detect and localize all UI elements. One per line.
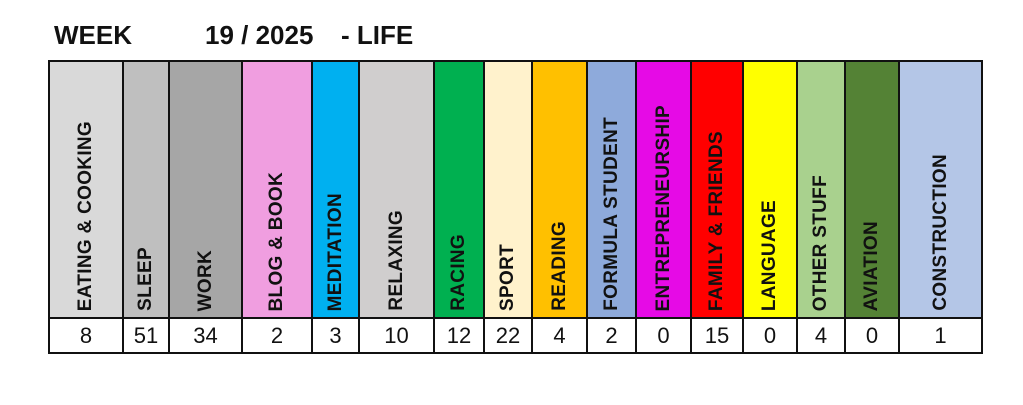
category-hours-value: 8 — [48, 319, 122, 354]
category-header-cell: BLOG & BOOK — [241, 60, 311, 319]
category-label: BLOG & BOOK — [266, 171, 287, 311]
category-hours-value: 2 — [586, 319, 635, 354]
category-column: AVIATION 0 — [844, 60, 898, 354]
week-label: WEEK — [54, 20, 132, 50]
category-header-cell: MEDITATION — [311, 60, 358, 319]
category-hours-value: 22 — [483, 319, 531, 354]
category-header-cell: ENTREPRENEURSHIP — [635, 60, 690, 319]
category-header-cell: CONSTRUCTION — [898, 60, 983, 319]
category-header-cell: EATING & COOKING — [48, 60, 122, 319]
category-label: LANGUAGE — [759, 199, 780, 311]
category-column: RACING 12 — [433, 60, 483, 354]
category-column: RELAXING 10 — [358, 60, 433, 354]
category-label: OTHER STUFF — [810, 174, 831, 311]
category-hours-value: 4 — [796, 319, 844, 354]
category-label: MEDITATION — [324, 192, 346, 311]
category-header-cell: FORMULA STUDENT — [586, 60, 635, 319]
category-header-cell: FAMILY & FRIENDS — [690, 60, 742, 319]
category-label: RACING — [448, 234, 469, 311]
category-hours-value: 34 — [168, 319, 241, 354]
category-column: OTHER STUFF 4 — [796, 60, 844, 354]
category-label: READING — [548, 221, 570, 311]
category-hours-value: 51 — [122, 319, 168, 354]
category-column: READING 4 — [531, 60, 586, 354]
category-label: FORMULA STUDENT — [600, 117, 622, 311]
category-hours-value: 1 — [898, 319, 983, 354]
category-header-cell: WORK — [168, 60, 241, 319]
category-label: RELAXING — [385, 210, 407, 311]
category-label: SLEEP — [135, 247, 156, 311]
category-label: ENTREPRENEURSHIP — [652, 104, 674, 311]
category-label: AVIATION — [861, 220, 882, 311]
category-column: FORMULA STUDENT 2 — [586, 60, 635, 354]
category-label: CONSTRUCTION — [929, 154, 951, 311]
category-hours-value: 15 — [690, 319, 742, 354]
category-header-cell: RACING — [433, 60, 483, 319]
category-column: ENTREPRENEURSHIP 0 — [635, 60, 690, 354]
category-column: BLOG & BOOK 2 — [241, 60, 311, 354]
category-column: FAMILY & FRIENDS 15 — [690, 60, 742, 354]
category-hours-value: 0 — [635, 319, 690, 354]
category-table: EATING & COOKING 8 SLEEP 51 WORK 34 BLOG & BOO… — [48, 60, 983, 354]
category-hours-value: 0 — [742, 319, 796, 354]
category-header-cell: SPORT — [483, 60, 531, 319]
category-header-cell: READING — [531, 60, 586, 319]
category-header-cell: AVIATION — [844, 60, 898, 319]
category-header-cell: LANGUAGE — [742, 60, 796, 319]
category-label: EATING & COOKING — [75, 120, 96, 311]
title-suffix: - LIFE — [341, 20, 414, 50]
category-label: WORK — [194, 249, 216, 311]
category-column: EATING & COOKING 8 — [48, 60, 122, 354]
category-column: LANGUAGE 0 — [742, 60, 796, 354]
week-number: 19 / 2025 — [205, 20, 314, 50]
category-label: SPORT — [497, 244, 518, 311]
category-header-cell: OTHER STUFF — [796, 60, 844, 319]
category-hours-value: 10 — [358, 319, 433, 354]
category-hours-value: 2 — [241, 319, 311, 354]
category-column: WORK 34 — [168, 60, 241, 354]
category-column: CONSTRUCTION 1 — [898, 60, 983, 354]
category-hours-value: 4 — [531, 319, 586, 354]
category-hours-value: 3 — [311, 319, 358, 354]
category-column: MEDITATION 3 — [311, 60, 358, 354]
page-title: WEEK 19 / 2025 - LIFE — [48, 20, 548, 54]
category-label: FAMILY & FRIENDS — [706, 130, 727, 311]
category-hours-value: 0 — [844, 319, 898, 354]
category-hours-value: 12 — [433, 319, 483, 354]
category-column: SPORT 22 — [483, 60, 531, 354]
category-header-cell: SLEEP — [122, 60, 168, 319]
category-column: SLEEP 51 — [122, 60, 168, 354]
category-header-cell: RELAXING — [358, 60, 433, 319]
